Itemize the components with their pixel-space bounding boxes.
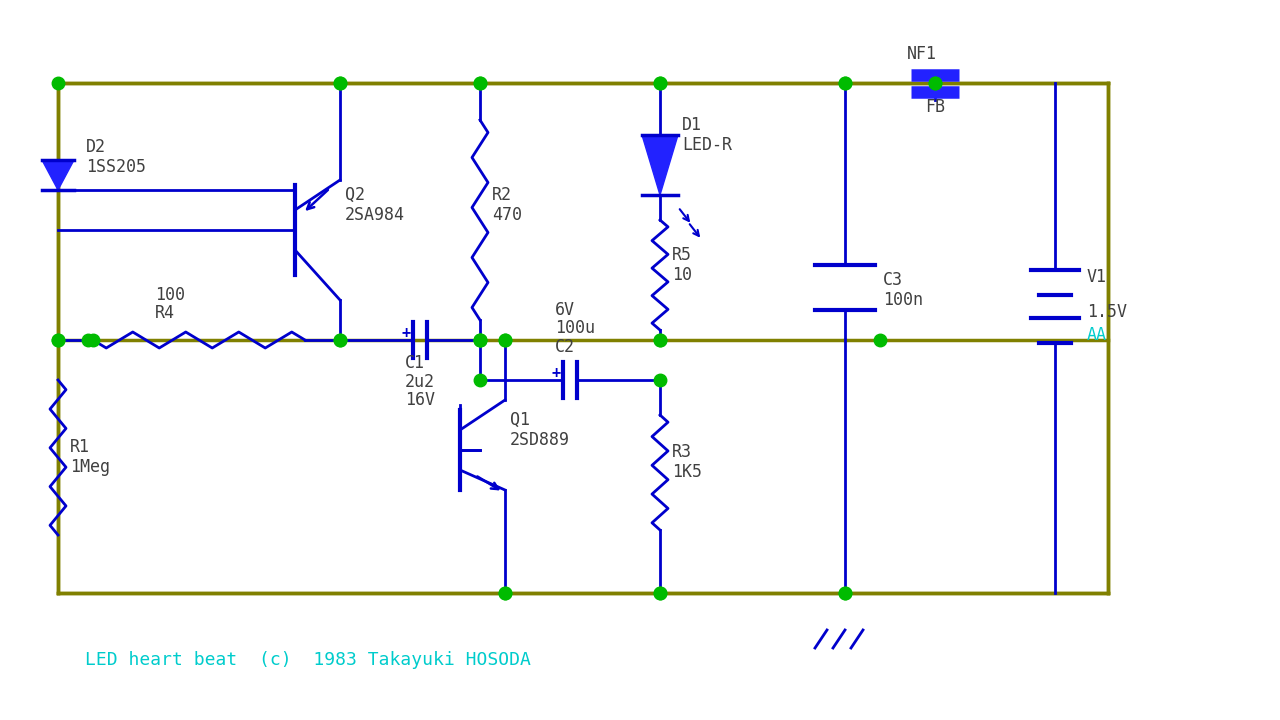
Text: LED-R: LED-R — [682, 136, 732, 154]
Text: D1: D1 — [682, 116, 701, 134]
Text: 1SS205: 1SS205 — [86, 158, 146, 176]
Text: 1.5V: 1.5V — [1087, 303, 1126, 321]
Text: AA: AA — [1087, 326, 1107, 344]
Text: V1: V1 — [1087, 268, 1107, 286]
Text: LED heart beat  (c)  1983 Takayuki HOSODA: LED heart beat (c) 1983 Takayuki HOSODA — [84, 651, 531, 669]
Text: 2SD889: 2SD889 — [509, 431, 570, 449]
Text: 10: 10 — [672, 266, 692, 284]
Polygon shape — [643, 135, 678, 195]
Text: C2: C2 — [556, 338, 575, 356]
Text: +: + — [552, 366, 561, 381]
Text: Q2: Q2 — [346, 186, 365, 204]
Text: 1K5: 1K5 — [672, 463, 701, 481]
Text: R2: R2 — [492, 186, 512, 204]
Text: +: + — [402, 326, 411, 341]
Text: NF1: NF1 — [908, 45, 937, 63]
Text: FB: FB — [925, 98, 945, 116]
Text: R1: R1 — [70, 438, 90, 456]
Text: 2u2: 2u2 — [404, 373, 435, 391]
Polygon shape — [42, 160, 74, 190]
Text: R4: R4 — [155, 304, 175, 322]
Text: R5: R5 — [672, 246, 692, 264]
Text: 2SA984: 2SA984 — [346, 206, 404, 224]
Text: 1Meg: 1Meg — [70, 458, 110, 476]
Text: D2: D2 — [86, 138, 106, 156]
Text: 100: 100 — [155, 286, 186, 304]
Text: 16V: 16V — [404, 391, 435, 409]
Text: C1: C1 — [404, 354, 425, 372]
Text: Q1: Q1 — [509, 411, 530, 429]
Text: 470: 470 — [492, 206, 522, 224]
Text: R3: R3 — [672, 443, 692, 461]
Text: 6V: 6V — [556, 301, 575, 319]
Text: 100u: 100u — [556, 319, 595, 337]
Text: 100n: 100n — [883, 291, 923, 309]
Text: C3: C3 — [883, 271, 902, 289]
